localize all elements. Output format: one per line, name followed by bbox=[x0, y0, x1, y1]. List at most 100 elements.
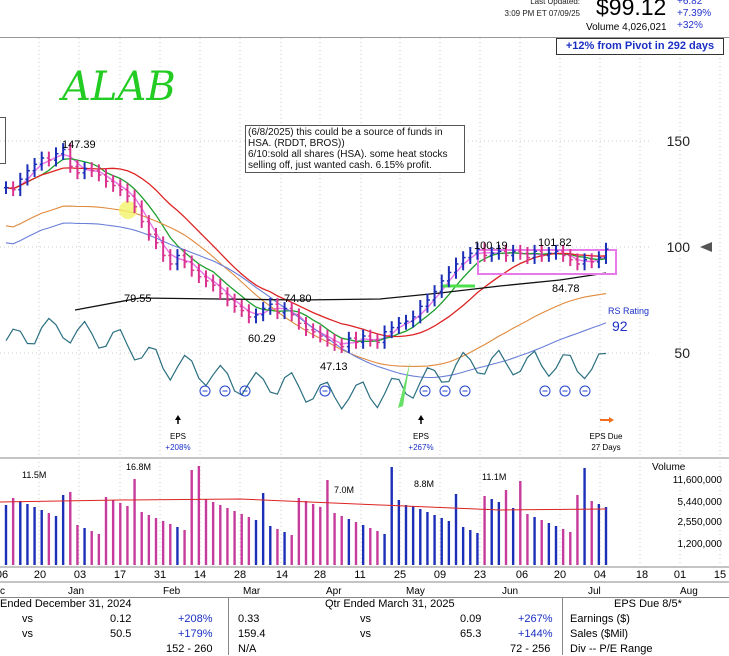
eps-change: +267% bbox=[408, 443, 433, 452]
volume-bar-81 bbox=[583, 468, 586, 565]
volume-ma-line bbox=[0, 498, 607, 511]
volume-bar-79 bbox=[569, 532, 572, 565]
volume-bar-25 bbox=[183, 530, 186, 565]
x-day-tick: 06 bbox=[0, 569, 8, 581]
current-price: $99.12 bbox=[596, 0, 667, 20]
volume-bar-56 bbox=[404, 505, 408, 565]
volume-bar-46 bbox=[333, 513, 336, 565]
event-circle-1 bbox=[219, 385, 231, 397]
volume-bar-72 bbox=[519, 481, 522, 565]
price-change: +6.82 +7.39% +32% bbox=[677, 0, 711, 32]
volume-bar-31 bbox=[226, 508, 229, 565]
volume-bar-84 bbox=[604, 507, 608, 565]
volume-bar-6 bbox=[47, 513, 51, 565]
volume-bar-11 bbox=[83, 528, 86, 565]
x-day-tick: 25 bbox=[394, 569, 406, 581]
x-day-tick: 04 bbox=[594, 569, 606, 581]
chart-note[interactable]: (6/8/2025) this could be a source of fun… bbox=[245, 125, 465, 173]
volume-axis-title: Volume bbox=[652, 462, 686, 473]
volume-bar-36 bbox=[261, 493, 265, 565]
fund-mid-header: Qtr Ended March 31, 2025 bbox=[325, 598, 455, 610]
volume-bar-22 bbox=[161, 521, 165, 565]
volume-bar-3 bbox=[26, 504, 29, 565]
x-day-tick: 03 bbox=[74, 569, 86, 581]
price-candles bbox=[4, 143, 609, 353]
volume-bar-66 bbox=[476, 533, 479, 565]
volume-bar-1 bbox=[11, 498, 15, 565]
volume-bar-20 bbox=[147, 515, 151, 565]
fund-r2-c8: Div -- P/E Range bbox=[570, 643, 653, 655]
volume-tick-label: 5,440,000 bbox=[678, 497, 723, 508]
fund-r0-c6: 0.09 bbox=[460, 613, 482, 625]
fund-r1-c7: +144% bbox=[518, 628, 553, 640]
volume-change-pct: +32% bbox=[677, 20, 703, 31]
volume-label: 11.1M bbox=[482, 472, 506, 482]
event-circle-3 bbox=[319, 385, 331, 397]
volume-bar-70 bbox=[504, 490, 508, 565]
pivot-badge: +12% from Pivot in 292 days bbox=[556, 38, 724, 55]
eps-change: +208% bbox=[165, 443, 190, 452]
volume-bar-57 bbox=[411, 506, 415, 565]
price-change-abs: +6.82 bbox=[677, 0, 703, 7]
volume-bar-43 bbox=[311, 504, 315, 565]
x-day-tick: 28 bbox=[314, 569, 326, 581]
x-day-tick: 23 bbox=[474, 569, 486, 581]
fund-r1-c1: vs bbox=[22, 628, 33, 640]
volume-bar-74 bbox=[533, 517, 536, 565]
eps-due-label: EPS Due bbox=[590, 432, 623, 441]
volume-bar-52 bbox=[376, 531, 379, 565]
volume-bar-35 bbox=[254, 520, 258, 565]
volume-bar-80 bbox=[576, 495, 579, 565]
volume-bar-33 bbox=[240, 514, 243, 565]
volume-bar-45 bbox=[326, 480, 329, 565]
fund-r2-c3: 152 - 260 bbox=[166, 643, 213, 655]
fund-r1-c5: vs bbox=[360, 628, 371, 640]
x-day-tick: 20 bbox=[34, 569, 46, 581]
volume-bar-9 bbox=[69, 492, 72, 565]
volume-label: 16.8M bbox=[126, 462, 151, 472]
fund-divider-1 bbox=[228, 597, 229, 655]
price-label: 101.82 bbox=[538, 237, 572, 249]
event-circle-8 bbox=[559, 385, 571, 397]
volume-bar-83 bbox=[597, 504, 601, 565]
volume-bar-32 bbox=[233, 511, 236, 565]
volume-bar-51 bbox=[369, 528, 372, 565]
volume-bar-75 bbox=[540, 520, 543, 565]
volume-bar-53 bbox=[383, 534, 386, 565]
base-box bbox=[477, 249, 617, 275]
price-change-pct: +7.39% bbox=[677, 8, 712, 19]
ma-50-line bbox=[5, 167, 607, 338]
volume-bar-13 bbox=[97, 534, 101, 565]
fund-right-header: EPS Due 8/5* bbox=[614, 598, 682, 610]
highlight-dot bbox=[119, 201, 137, 219]
volume-bar-0 bbox=[4, 505, 8, 565]
chart-axes: 150 100 50 Volume 11,600,000 5,440,000 2,550,0… bbox=[0, 133, 726, 597]
event-circle-4 bbox=[419, 385, 431, 397]
volume-bar-55 bbox=[397, 500, 401, 565]
rs-rating-label: RS Rating bbox=[608, 306, 649, 316]
volume-bar-64 bbox=[461, 527, 465, 565]
volume-bar-19 bbox=[140, 512, 143, 565]
fund-r0-c4: 0.33 bbox=[238, 613, 260, 625]
volume-bar-18 bbox=[133, 479, 136, 565]
volume-bar-47 bbox=[340, 516, 343, 565]
event-circle-7 bbox=[539, 385, 551, 397]
volume-tick-label: 2,550,000 bbox=[678, 517, 723, 528]
volume-bar-2 bbox=[19, 501, 22, 565]
rs-rating-value: 92 bbox=[612, 318, 628, 334]
volume-bar-37 bbox=[269, 526, 272, 565]
volume-readout: Volume 4,026,021 bbox=[586, 22, 667, 33]
event-circle-0 bbox=[199, 385, 211, 397]
volume-bar-73 bbox=[526, 514, 529, 565]
x-day-tick: 06 bbox=[516, 569, 528, 581]
x-month-label: May bbox=[406, 586, 425, 597]
volume-bar-49 bbox=[354, 522, 358, 565]
price-tick-label: 150 bbox=[667, 133, 691, 149]
volume-bar-14 bbox=[104, 497, 108, 565]
ma-200-line bbox=[74, 272, 607, 311]
volume-bar-4 bbox=[33, 507, 36, 565]
eps-arrow-head bbox=[175, 415, 181, 420]
side-note-box bbox=[0, 117, 6, 164]
fund-r2-c4: N/A bbox=[238, 643, 257, 655]
fund-divider-2 bbox=[562, 597, 563, 655]
